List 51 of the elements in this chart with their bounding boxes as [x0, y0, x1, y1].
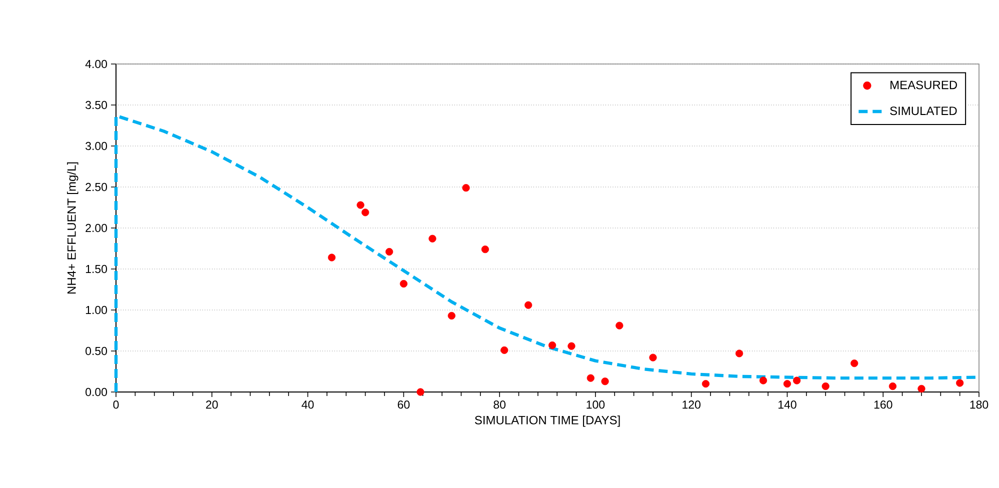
point: [481, 246, 489, 254]
x-tick-label: 60: [398, 400, 410, 409]
point: [385, 248, 394, 256]
y-tick-label: 2.50: [86, 182, 108, 192]
legend-label: SIMULATED: [890, 106, 957, 116]
point: [793, 376, 801, 384]
x-tick-label: 100: [586, 400, 605, 409]
point: [586, 374, 594, 382]
point: [888, 382, 897, 390]
point: [601, 378, 609, 386]
point: [568, 342, 576, 350]
y-tick-label: 1.00: [86, 306, 108, 314]
point: [328, 254, 336, 262]
point: [702, 380, 710, 388]
point: [649, 354, 657, 362]
point: [783, 380, 792, 388]
point: [956, 379, 964, 387]
y-tick-label: 4.00: [85, 60, 108, 68]
point: [356, 201, 364, 209]
point: [524, 301, 532, 309]
point: [548, 341, 556, 350]
x-tick-label: 40: [302, 400, 314, 409]
point: [850, 360, 858, 368]
point: [362, 208, 370, 216]
point: [400, 280, 408, 288]
x-tick-label: 160: [874, 400, 892, 409]
point: [822, 382, 830, 390]
y-tick-label: 3.00: [86, 142, 108, 150]
y-tick-label: 3.50: [86, 100, 108, 110]
point: [616, 322, 624, 330]
point: [500, 346, 508, 354]
x-tick-label: 120: [682, 400, 700, 409]
y-tick-label: 1.50: [86, 264, 108, 274]
x-tick-label: 140: [778, 400, 796, 409]
y-tick-label: 0.00: [86, 388, 108, 396]
x-tick-label: 20: [206, 400, 218, 409]
point: [428, 234, 436, 242]
y-tick-label: 0.50: [86, 346, 108, 356]
point: [918, 384, 926, 393]
y-tick-label: 2.00: [86, 224, 108, 232]
x-tick-label: 0: [113, 400, 119, 409]
y-axis-title: NH4+ EFFLUENT [mg/L]: [67, 162, 78, 294]
x-tick-label: 80: [494, 400, 506, 409]
x-axis-title: SIMULATION TIME [DAYS]: [474, 416, 620, 427]
point: [462, 184, 470, 192]
point: [448, 312, 456, 320]
point: [416, 388, 424, 396]
point: [759, 376, 768, 384]
legend-label: MEASURED: [890, 80, 957, 90]
x-tick-label: 180: [970, 400, 988, 409]
point: [735, 350, 744, 358]
